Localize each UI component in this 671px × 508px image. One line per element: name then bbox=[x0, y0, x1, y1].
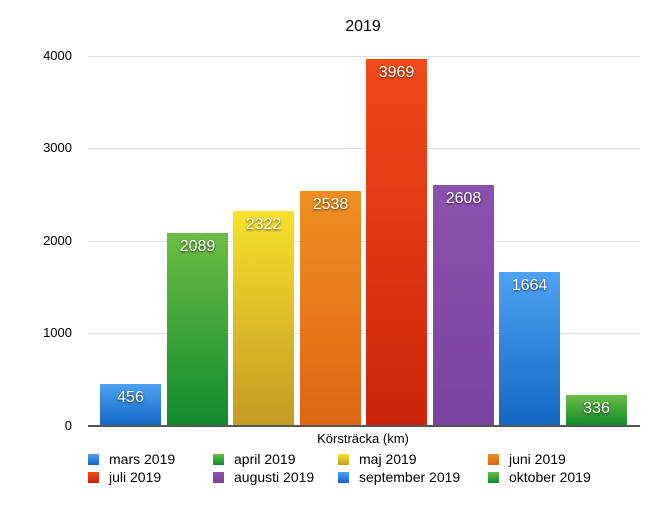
legend-item-april: april 2019 bbox=[213, 451, 296, 467]
legend-swatch bbox=[88, 472, 99, 483]
bar-april: 2089 bbox=[167, 232, 228, 426]
gridline-1000 bbox=[88, 333, 640, 334]
legend-label: september 2019 bbox=[359, 469, 461, 485]
bar-value-label: 2089 bbox=[179, 237, 216, 255]
legend-label: mars 2019 bbox=[109, 451, 176, 467]
y-tick-3000: 3000 bbox=[43, 140, 72, 155]
legend-item-juni: juni 2019 bbox=[488, 451, 566, 467]
x-axis-line bbox=[88, 425, 640, 427]
bar-value-label: 2608 bbox=[445, 189, 482, 207]
legend-swatch bbox=[88, 454, 99, 465]
y-tick-2000: 2000 bbox=[43, 233, 72, 248]
legend-swatch bbox=[338, 472, 349, 483]
bar-value-label: 1664 bbox=[511, 277, 548, 295]
legend-label: augusti 2019 bbox=[234, 469, 315, 485]
bar-value-label: 2322 bbox=[245, 216, 282, 234]
legend-swatch bbox=[488, 454, 499, 465]
chart-title: 2019 bbox=[345, 18, 381, 35]
legend-label: juli 2019 bbox=[109, 469, 162, 485]
y-tick-0: 0 bbox=[64, 418, 72, 433]
gridline-3000 bbox=[88, 148, 640, 149]
legend-item-maj: maj 2019 bbox=[338, 451, 417, 467]
gridline-4000 bbox=[88, 56, 640, 57]
bar-value-label: 2538 bbox=[312, 196, 349, 214]
bar-juli: 3969 bbox=[366, 58, 427, 426]
legend-item-oktober: oktober 2019 bbox=[488, 469, 591, 485]
legend-swatch bbox=[213, 472, 224, 483]
legend-swatch bbox=[213, 454, 224, 465]
bar-value-label: 456 bbox=[117, 388, 144, 406]
legend-label: oktober 2019 bbox=[509, 469, 591, 485]
legend-label: maj 2019 bbox=[359, 451, 417, 467]
legend-label: juni 2019 bbox=[509, 451, 566, 467]
bar-mars: 456 bbox=[100, 383, 161, 426]
bar-value-label: 336 bbox=[583, 399, 610, 417]
legend-swatch bbox=[488, 472, 499, 483]
legend-swatch bbox=[338, 454, 349, 465]
bar-value-label: 3969 bbox=[378, 63, 415, 81]
bar-augusti: 2608 bbox=[433, 184, 494, 426]
gridline-2000 bbox=[88, 241, 640, 242]
legend-item-mars: mars 2019 bbox=[88, 451, 175, 467]
bar-oktober: 336 bbox=[566, 394, 627, 426]
x-axis-label: Körsträcka (km) bbox=[317, 431, 409, 446]
legend-item-juli: juli 2019 bbox=[88, 469, 161, 485]
bar-maj: 2322 bbox=[233, 211, 294, 426]
y-tick-4000: 4000 bbox=[43, 48, 72, 63]
y-tick-1000: 1000 bbox=[43, 325, 72, 340]
bar-juni: 2538 bbox=[300, 191, 361, 426]
legend-item-augusti: augusti 2019 bbox=[213, 469, 314, 485]
bar-september: 1664 bbox=[499, 272, 560, 426]
legend-item-september: september 2019 bbox=[338, 469, 460, 485]
legend-label: april 2019 bbox=[234, 451, 296, 467]
